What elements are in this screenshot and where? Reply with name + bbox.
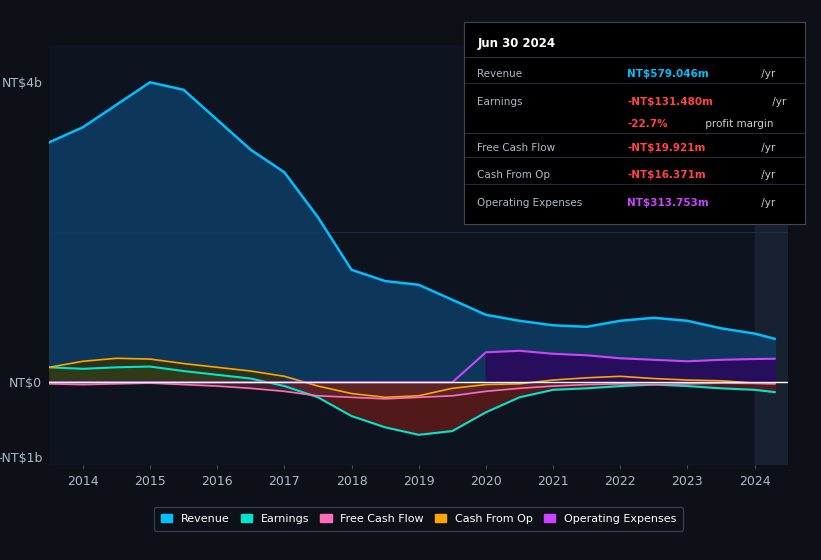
Text: /yr: /yr bbox=[758, 143, 775, 153]
Text: /yr: /yr bbox=[758, 69, 775, 79]
Text: /yr: /yr bbox=[758, 198, 775, 208]
Text: profit margin: profit margin bbox=[702, 119, 773, 129]
Text: NT$579.046m: NT$579.046m bbox=[627, 69, 709, 79]
Text: /yr: /yr bbox=[769, 97, 787, 107]
Text: Free Cash Flow: Free Cash Flow bbox=[478, 143, 556, 153]
Text: NT$313.753m: NT$313.753m bbox=[627, 198, 709, 208]
Text: Operating Expenses: Operating Expenses bbox=[478, 198, 583, 208]
Text: -22.7%: -22.7% bbox=[627, 119, 668, 129]
Bar bbox=[754, 45, 788, 465]
Text: Cash From Op: Cash From Op bbox=[478, 170, 551, 180]
Text: Revenue: Revenue bbox=[478, 69, 523, 79]
Text: -NT$16.371m: -NT$16.371m bbox=[627, 170, 706, 180]
Text: /yr: /yr bbox=[758, 170, 775, 180]
Legend: Revenue, Earnings, Free Cash Flow, Cash From Op, Operating Expenses: Revenue, Earnings, Free Cash Flow, Cash … bbox=[154, 507, 683, 531]
Text: -NT$19.921m: -NT$19.921m bbox=[627, 143, 706, 153]
Text: Earnings: Earnings bbox=[478, 97, 523, 107]
Text: -NT$131.480m: -NT$131.480m bbox=[627, 97, 713, 107]
Text: Jun 30 2024: Jun 30 2024 bbox=[478, 36, 556, 49]
